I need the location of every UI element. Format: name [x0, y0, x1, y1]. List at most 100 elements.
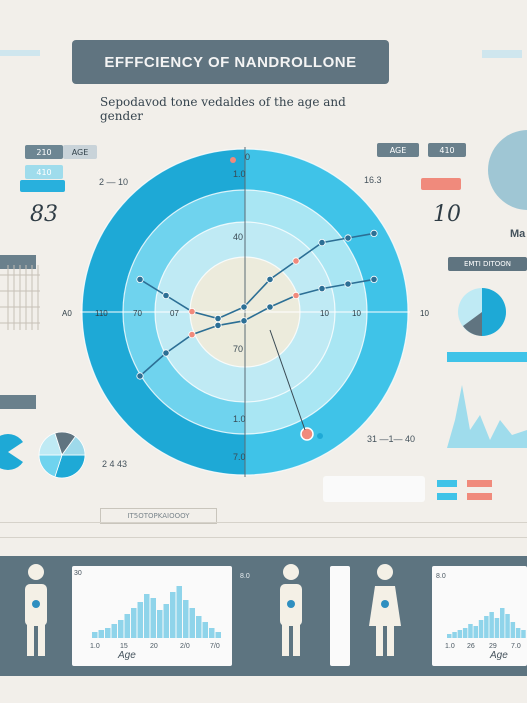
hist1-bar-1	[98, 630, 104, 638]
leader-line	[269, 329, 306, 431]
series-point-1-3	[214, 321, 222, 329]
h-axis-label-3: 07	[170, 309, 179, 318]
radial-label-2: 70	[233, 344, 243, 354]
right-range: 16.3	[364, 175, 382, 185]
hist3-bar-13	[515, 628, 521, 638]
h-axis-label-6: 10	[420, 309, 429, 318]
series-point-0-7	[318, 239, 326, 247]
bp1-tick-1: 15	[120, 643, 128, 650]
bp3-tick-3: 7.0	[511, 643, 521, 650]
left-value: 83	[30, 202, 58, 227]
hist1-bar-5	[124, 614, 130, 638]
accent-dot-big	[300, 427, 314, 441]
bp1-tick-0: 1.0	[90, 643, 100, 650]
series-point-1-9	[370, 275, 378, 283]
hist1-bar-16	[196, 616, 202, 638]
series-line-0	[139, 232, 375, 320]
strip-b-0	[467, 480, 492, 487]
hist3-bar-2	[457, 630, 463, 638]
person-male-2-mark	[287, 600, 295, 608]
series-point-0-5	[266, 275, 274, 283]
hist3-bar-12	[510, 622, 516, 638]
top-left-tag	[0, 50, 40, 56]
page-title: EFFFCIENCY OF NANDROLLONE	[72, 40, 389, 84]
series-point-1-1	[162, 349, 170, 357]
bp3-ytag: 8.0	[436, 573, 446, 580]
dot-panel	[323, 476, 425, 502]
hist3-bar-3	[462, 628, 468, 638]
page-subtitle: Sepodavod tone vedaldes of the age and g…	[100, 95, 346, 123]
hist3-bar-14	[521, 630, 526, 638]
person-male-1-leg-l	[27, 624, 34, 656]
h-axis-label-0: A0	[62, 309, 72, 318]
hist3-bar-10	[500, 608, 505, 638]
histograms: 1.0 15 20 2/0 7/0 1.0 26 29 7.0 8.0 8.0	[90, 573, 526, 650]
right-area	[447, 385, 527, 448]
bp1-xlabel: Age	[118, 650, 136, 661]
pie-left-gap	[8, 440, 31, 464]
hist1-bar-12	[170, 592, 176, 638]
radial-label-1: 1.0	[233, 169, 246, 179]
person-female-mark	[381, 600, 389, 608]
radial-label-5: 0	[245, 152, 250, 162]
series-point-0-0	[136, 275, 144, 283]
left-chip-b: AGE	[63, 145, 97, 159]
pie-right-slice-a	[482, 288, 506, 336]
bp3-xlabel: Age	[490, 650, 508, 661]
right-chip-b: 410	[428, 143, 466, 157]
strip-b-1	[467, 493, 492, 500]
chart-marks	[0, 130, 527, 500]
left-value-strip	[20, 180, 65, 192]
hist1-bar-10	[157, 610, 163, 638]
strip-a-0	[437, 480, 457, 487]
h-axis-label-2: 70	[133, 309, 142, 318]
series-point-1-6	[292, 291, 300, 300]
right-chip-a: AGE	[377, 143, 419, 157]
hist1-bar-11	[163, 604, 169, 638]
strip-a-1	[437, 493, 457, 500]
series-point-1-7	[318, 284, 326, 293]
h-axis-label-1: 110	[95, 309, 108, 318]
series-point-0-3	[214, 314, 222, 323]
hist1-bar-17	[202, 622, 208, 638]
accent-dot-top	[230, 157, 236, 163]
right-edge-ma: Ma	[510, 228, 526, 240]
series-point-0-1	[162, 291, 170, 300]
bp1-tick-2: 20	[150, 643, 158, 650]
pie-right-edge	[488, 130, 527, 210]
pie-slice-4	[61, 435, 86, 456]
accent-dot-small	[317, 433, 323, 439]
bp1-ytag: 30	[74, 570, 82, 577]
top-right-tag	[482, 50, 522, 58]
hist1-bar-13	[176, 586, 182, 638]
series-point-1-5	[266, 303, 274, 311]
radial-label-0: 40	[233, 232, 243, 242]
right-accent-strip	[421, 178, 461, 190]
chart-rings: 40 1.0 70 1.0 7.0 0 A0 110 70 07 10 10 10	[62, 147, 429, 477]
footer-nums: 2 4 43	[102, 459, 128, 469]
bottom-svg: 1.0 15 20 2/0 7/0 1.0 26 29 7.0 8.0 8.0	[25, 564, 526, 656]
footer-rule	[0, 522, 527, 538]
hist3-bar-5	[473, 626, 478, 638]
hist1-bar-15	[189, 608, 195, 638]
bottom-panel-2	[330, 566, 350, 666]
hist3-bar-4	[468, 624, 473, 638]
series-point-0-2	[188, 307, 196, 316]
person-female-leg-l	[376, 624, 383, 656]
series-point-1-0	[136, 372, 144, 380]
hist1-bar-0	[92, 632, 98, 638]
right-value: 10	[433, 202, 461, 227]
pie-slice-0	[54, 454, 86, 479]
bottom-panel-3	[432, 566, 527, 666]
left-range: 2 — 10	[99, 177, 129, 187]
series-point-0-4	[240, 303, 248, 311]
bp2-ytag: 8.0	[240, 573, 250, 580]
series-point-1-2	[188, 330, 196, 339]
person-female-head	[377, 564, 393, 580]
left-chip-a: 210	[25, 145, 63, 159]
person-male-1-leg-r	[38, 624, 45, 656]
hist1-bar-6	[131, 608, 137, 638]
series-line-1	[139, 278, 375, 377]
axis-tag: IT5OTOPKAIOOOY	[100, 508, 217, 524]
hist1-bar-2	[105, 628, 111, 638]
